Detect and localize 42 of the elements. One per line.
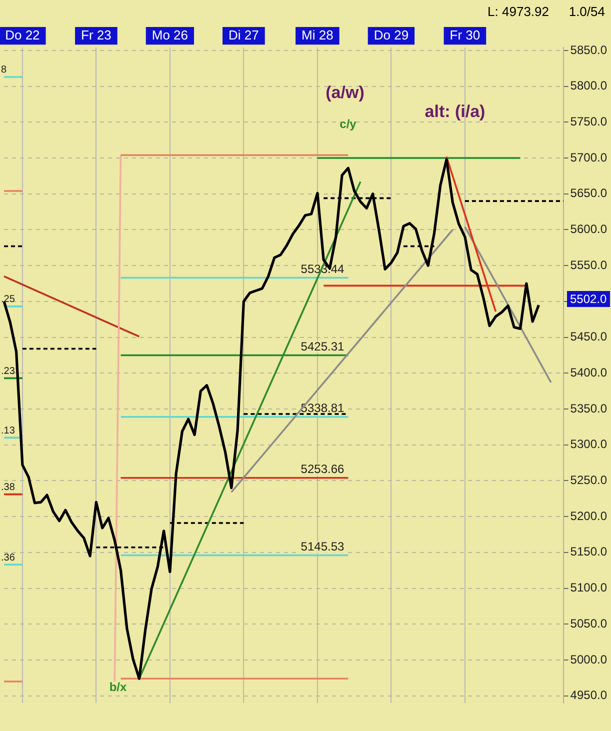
x-tick-label: Mi 28	[302, 27, 334, 42]
y-tick-label: 5750.0	[570, 114, 608, 128]
text: 5502.0	[567, 291, 610, 307]
series-label: .36	[0, 552, 16, 564]
annotation: alt: (i/a)	[424, 102, 486, 122]
x-tick-label: Do 22	[5, 27, 40, 42]
y-tick-label: 5250.0	[570, 473, 608, 488]
y-tick-label: 5800.0	[570, 78, 608, 93]
series-label: 8	[1, 64, 7, 76]
annotation: c/y	[340, 117, 356, 131]
text: L: 4973.92	[488, 4, 549, 19]
y-tick-label: 5450.0	[570, 330, 608, 344]
series-label: 5425.31	[300, 340, 344, 354]
x-tick-label: Fr 23	[81, 27, 112, 42]
series-label: 5338.81	[300, 401, 344, 416]
y-tick-label: 5200.0	[570, 508, 608, 523]
x-tick-label: Fr 30	[450, 27, 480, 42]
series-label: .38	[0, 482, 16, 494]
text: 1.0/54	[568, 4, 605, 19]
y-tick-label: 5700.0	[570, 150, 608, 164]
series-label: .23	[0, 366, 16, 377]
y-tick-label: 5150.0	[570, 544, 608, 559]
y-tick-label: 5300.0	[570, 437, 608, 452]
series-label: .13	[0, 425, 16, 436]
x-tick-label: Do 29	[374, 27, 409, 42]
y-tick-label: 5550.0	[570, 258, 608, 272]
y-tick-label: 5350.0	[570, 401, 608, 416]
y-tick-label: 5050.0	[570, 616, 608, 630]
y-tick-label: 5100.0	[570, 580, 608, 595]
x-tick-label: Di 27	[228, 27, 259, 42]
y-tick-label: 4950.0	[570, 688, 608, 702]
y-tick-label: 5650.0	[570, 186, 608, 200]
annotation: b/x	[109, 680, 127, 694]
annotation: (a/w)	[326, 83, 364, 103]
y-tick-label: 5400.0	[570, 365, 608, 380]
y-tick-label: 5600.0	[570, 222, 608, 236]
series-label: 5253.66	[300, 462, 344, 476]
y-tick-label: 5850.0	[570, 42, 608, 57]
y-tick-label: 5000.0	[570, 652, 608, 666]
x-tick-label: Mo 26	[152, 27, 188, 42]
series-label: .25	[0, 294, 16, 306]
series-label: 5145.53	[300, 540, 344, 554]
